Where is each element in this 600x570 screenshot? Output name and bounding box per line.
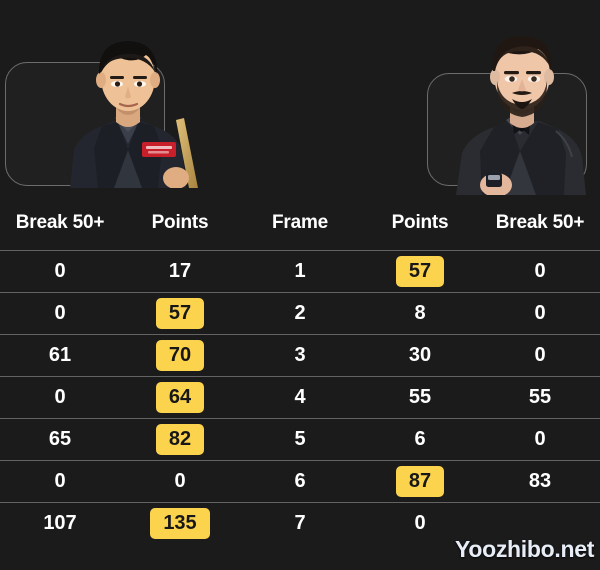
cell-left-points: 17 xyxy=(120,251,240,293)
cell-value: 17 xyxy=(168,260,192,282)
cell-left-points: 82 xyxy=(120,419,240,461)
cell-value: 107 xyxy=(43,512,77,534)
table-row: 0 0 6 87 83 xyxy=(0,460,600,503)
cell-right-points: 57 xyxy=(360,251,480,293)
cell-right-break50 xyxy=(480,503,600,545)
frame-winner-points-badge: 64 xyxy=(155,382,205,413)
header-right-points: Points xyxy=(391,212,449,233)
cell-left-points: 64 xyxy=(120,377,240,419)
cell-frame-number: 1 xyxy=(240,251,360,293)
cell-frame-number: 6 xyxy=(240,461,360,503)
frame-winner-points-badge: 57 xyxy=(155,298,205,329)
cell-value: 4 xyxy=(294,386,306,408)
cell-frame-number: 2 xyxy=(240,293,360,335)
cell-value: 55 xyxy=(528,386,552,408)
cell-value: 30 xyxy=(408,344,432,366)
cell-value: 2 xyxy=(294,302,306,324)
header-right-break50: Break 50+ xyxy=(495,212,585,233)
table-header-row: Break 50+ Points Frame Points Break 50+ xyxy=(0,196,600,251)
cell-left-points: 0 xyxy=(120,461,240,503)
cell-value: 8 xyxy=(414,302,426,324)
cell-value: 7 xyxy=(294,512,306,534)
cell-right-break50: 0 xyxy=(480,293,600,335)
table-row: 0 57 2 8 0 xyxy=(0,292,600,335)
cell-value xyxy=(528,521,552,529)
cell-right-points: 55 xyxy=(360,377,480,419)
cell-value: 1 xyxy=(294,260,306,282)
frame-winner-points-badge: 70 xyxy=(155,340,205,371)
cell-right-points: 87 xyxy=(360,461,480,503)
cell-frame-number: 3 xyxy=(240,335,360,377)
table-row: 61 70 3 30 0 xyxy=(0,334,600,377)
cell-right-break50: 55 xyxy=(480,377,600,419)
cell-value: 0 xyxy=(54,470,66,492)
table-row: 0 17 1 57 0 xyxy=(0,250,600,293)
cell-value: 83 xyxy=(528,470,552,492)
cell-left-break50: 0 xyxy=(0,377,120,419)
cell-left-break50: 107 xyxy=(0,503,120,545)
cell-left-break50: 0 xyxy=(0,251,120,293)
cell-value: 55 xyxy=(408,386,432,408)
cell-value: 65 xyxy=(48,428,72,450)
cell-frame-number: 7 xyxy=(240,503,360,545)
cell-frame-number: 5 xyxy=(240,419,360,461)
cell-right-break50: 0 xyxy=(480,419,600,461)
cell-value: 0 xyxy=(54,386,66,408)
player-card-left[interactable] xyxy=(5,62,165,186)
cell-frame-number: 4 xyxy=(240,377,360,419)
cell-left-break50: 65 xyxy=(0,419,120,461)
cell-value: 0 xyxy=(414,512,426,534)
frame-winner-points-badge: 87 xyxy=(395,466,445,497)
cell-value: 5 xyxy=(294,428,306,450)
header-frame: Frame xyxy=(271,212,329,233)
table-header: Break 50+ Points Frame Points Break 50+ xyxy=(0,196,600,251)
cell-right-points: 8 xyxy=(360,293,480,335)
cell-left-points: 135 xyxy=(120,503,240,545)
frame-scores-table: Break 50+ Points Frame Points Break 50+ … xyxy=(0,196,600,544)
cell-right-points: 0 xyxy=(360,503,480,545)
table-body: 0 17 1 57 0 0 57 2 8 0 61 70 3 30 0 0 64 4 55 55 65 82 5 6 0 0 0 6 8… xyxy=(0,250,600,545)
cell-value: 0 xyxy=(534,260,546,282)
cell-left-break50: 0 xyxy=(0,293,120,335)
cell-right-break50: 83 xyxy=(480,461,600,503)
cell-left-break50: 61 xyxy=(0,335,120,377)
cell-value: 3 xyxy=(294,344,306,366)
cell-value: 6 xyxy=(414,428,426,450)
frame-winner-points-badge: 82 xyxy=(155,424,205,455)
player-card-right[interactable] xyxy=(427,73,587,186)
table-row: 107 135 7 0 xyxy=(0,502,600,545)
cell-left-break50: 0 xyxy=(0,461,120,503)
header-left-break50: Break 50+ xyxy=(15,212,105,233)
cell-left-points: 57 xyxy=(120,293,240,335)
cell-value: 61 xyxy=(48,344,72,366)
cell-value: 0 xyxy=(534,428,546,450)
frame-winner-points-badge: 57 xyxy=(395,256,445,287)
cell-value: 6 xyxy=(294,470,306,492)
cell-value: 0 xyxy=(54,260,66,282)
players-header-strip xyxy=(0,0,600,196)
table-row: 65 82 5 6 0 xyxy=(0,418,600,461)
cell-right-points: 6 xyxy=(360,419,480,461)
header-left-points: Points xyxy=(151,212,209,233)
cell-value: 0 xyxy=(534,302,546,324)
cell-left-points: 70 xyxy=(120,335,240,377)
cell-value: 0 xyxy=(534,344,546,366)
frame-winner-points-badge: 135 xyxy=(150,508,210,539)
cell-right-break50: 0 xyxy=(480,251,600,293)
cell-right-points: 30 xyxy=(360,335,480,377)
cell-value: 0 xyxy=(174,470,186,492)
cell-value: 0 xyxy=(54,302,66,324)
table-row: 0 64 4 55 55 xyxy=(0,376,600,419)
cell-right-break50: 0 xyxy=(480,335,600,377)
